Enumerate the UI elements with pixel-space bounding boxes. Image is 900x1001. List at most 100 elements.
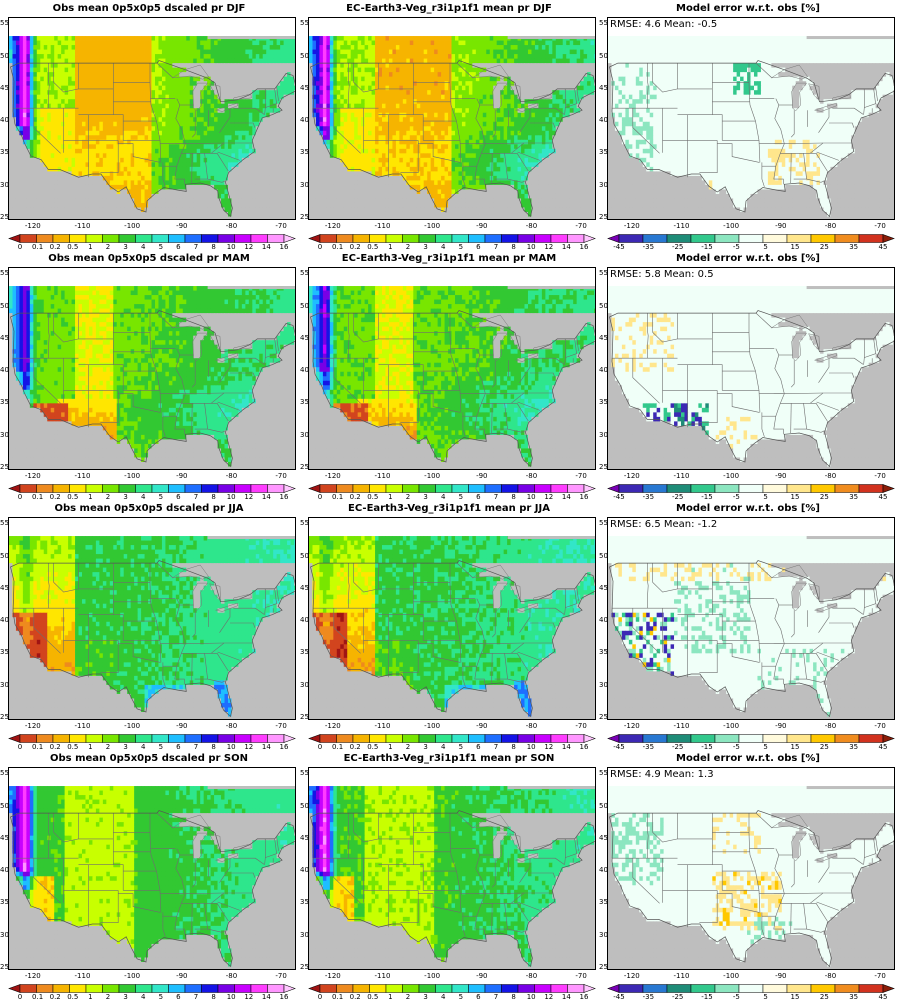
- lon-tick-label: -120: [624, 722, 640, 730]
- colorbar-segment: [436, 985, 453, 993]
- colorbar-segment: [502, 235, 519, 243]
- lat-tick-label: 55: [0, 519, 9, 527]
- lon-tick-label: -120: [624, 472, 640, 480]
- colorbar-segment: [518, 735, 535, 743]
- lat-tick-label: 50: [599, 302, 608, 310]
- panel-error-son: Model error w.r.t. obs [%]RMSE: 4.9 Mean…: [599, 750, 897, 998]
- colorbar-segment: [70, 235, 87, 243]
- colorbar-segment: [811, 485, 835, 493]
- lat-tick-label: 30: [599, 181, 608, 189]
- colorbar-segment: [535, 735, 552, 743]
- lat-tick-label: 25: [0, 713, 9, 721]
- lat-tick-label: 25: [0, 463, 9, 471]
- colorbar-segment: [119, 485, 136, 493]
- colorbar: [308, 984, 596, 993]
- lon-tick-label: -100: [124, 972, 140, 980]
- colorbar-segment: [185, 735, 202, 743]
- lat-tick-label: 55: [599, 19, 608, 27]
- colorbar: [607, 234, 895, 243]
- lat-tick-label: 55: [300, 519, 309, 527]
- lat-tick-label: 55: [0, 19, 9, 27]
- lon-tick-label: -110: [674, 722, 690, 730]
- lon-tick-label: -110: [674, 972, 690, 980]
- colorbar-segment: [370, 235, 387, 243]
- colorbar-segment: [403, 735, 420, 743]
- lat-tick-label: 25: [0, 963, 9, 971]
- lat-tick-label: 40: [599, 616, 608, 624]
- lat-tick-label: 40: [599, 866, 608, 874]
- colorbar-segment: [811, 985, 835, 993]
- map-frame: [308, 517, 596, 720]
- colorbar-segment: [152, 985, 169, 993]
- colorbar-segment: [619, 235, 643, 243]
- lat-tick-label: 45: [599, 584, 608, 592]
- colorbar-segment: [715, 485, 739, 493]
- panel-error-mam: Model error w.r.t. obs [%] RMSE: 5.8 Mean…: [599, 250, 897, 498]
- colorbar-segment: [185, 985, 202, 993]
- lon-tick-label: -120: [25, 972, 41, 980]
- lat-tick-label: 30: [599, 431, 608, 439]
- lat-tick-label: 50: [300, 802, 309, 810]
- colorbar-segment: [469, 985, 486, 993]
- colorbar-segment: [136, 235, 153, 243]
- map-frame: [308, 267, 596, 470]
- colorbar-segment: [320, 985, 337, 993]
- lat-tick-label: 30: [0, 181, 9, 189]
- lat-tick-label: 35: [599, 648, 608, 656]
- lon-tick-label: -80: [526, 222, 537, 230]
- panel-title: EC-Earth3-Veg_r3i1p1f1 mean pr DJF: [300, 3, 598, 14]
- colorbar-segment: [835, 735, 859, 743]
- lat-tick-label: 30: [0, 431, 9, 439]
- lon-tick-label: -120: [325, 722, 341, 730]
- colorbar: [607, 984, 895, 993]
- panel-title: Model error w.r.t. obs [%]: [599, 253, 897, 264]
- map-field: [309, 768, 596, 970]
- lat-tick-label: 45: [300, 584, 309, 592]
- colorbar-segment: [859, 485, 883, 493]
- colorbar: [8, 484, 296, 493]
- colorbar-segment: [469, 235, 486, 243]
- colorbar-segment: [518, 485, 535, 493]
- colorbar: [308, 734, 596, 743]
- colorbar-segment: [53, 485, 70, 493]
- lat-tick-label: 50: [0, 802, 9, 810]
- colorbar-segment: [136, 485, 153, 493]
- lat-tick-label: 25: [300, 963, 309, 971]
- map-frame: [308, 17, 596, 220]
- lon-tick-label: -110: [375, 472, 391, 480]
- colorbar-segment: [169, 235, 186, 243]
- colorbar-segment: [619, 985, 643, 993]
- lat-tick-label: 45: [599, 84, 608, 92]
- colorbar-segment: [218, 735, 235, 743]
- colorbar-segment: [469, 735, 486, 743]
- colorbar-segment: [386, 735, 403, 743]
- rmse-mean-stats: RMSE: 4.6 Mean: -0.5: [610, 19, 717, 30]
- colorbar-segment: [386, 485, 403, 493]
- lon-tick-label: -110: [375, 722, 391, 730]
- colorbar-segment: [86, 485, 103, 493]
- colorbar-min-arrow: [608, 735, 619, 743]
- colorbar-max-arrow: [584, 235, 595, 243]
- colorbar-segment: [119, 735, 136, 743]
- colorbar-segment: [268, 235, 285, 243]
- rmse-mean-stats: RMSE: 5.8 Mean: 0.5: [610, 269, 714, 280]
- colorbar-segment: [320, 735, 337, 743]
- colorbar-max-arrow: [284, 235, 295, 243]
- lat-tick-label: 55: [599, 269, 608, 277]
- lat-tick-label: 40: [300, 616, 309, 624]
- colorbar-segment: [667, 735, 691, 743]
- colorbar-segment: [70, 485, 87, 493]
- lon-tick-label: -80: [226, 472, 237, 480]
- map-field: [9, 18, 296, 220]
- colorbar-max-arrow: [883, 485, 894, 493]
- colorbar-segment: [268, 735, 285, 743]
- colorbar-segment: [169, 485, 186, 493]
- colorbar-segment: [419, 485, 436, 493]
- colorbar-min-arrow: [9, 735, 20, 743]
- lat-tick-label: 55: [0, 269, 9, 277]
- colorbar-segment: [268, 985, 285, 993]
- lat-tick-label: 45: [0, 834, 9, 842]
- colorbar-segment: [403, 485, 420, 493]
